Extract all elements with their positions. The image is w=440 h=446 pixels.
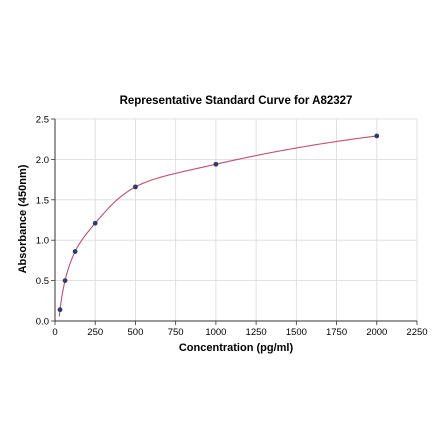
data-point [213, 161, 219, 167]
y-tick-label: 2.5 [36, 115, 49, 126]
fit-curve [58, 135, 377, 317]
y-tick-label: 1.5 [36, 195, 49, 206]
y-axis-label: Absorbance (450nm) [17, 164, 29, 273]
data-points-layer [57, 133, 380, 313]
axes [51, 118, 418, 325]
chart-title: Representative Standard Curve for A82327 [120, 95, 353, 107]
grid-lines [54, 118, 418, 322]
x-tick-label: 0 [52, 327, 57, 338]
data-point [57, 307, 63, 313]
y-tick-label: 0.0 [36, 317, 49, 328]
x-tick-label: 2000 [366, 327, 387, 338]
data-point [92, 220, 98, 226]
x-tick-label: 1000 [205, 327, 226, 338]
x-tick-label: 500 [128, 327, 144, 338]
x-tick-label: 1500 [286, 327, 307, 338]
x-tick-label: 750 [168, 327, 184, 338]
x-tick-label: 250 [87, 327, 103, 338]
x-tick-label: 1250 [246, 327, 267, 338]
data-point [374, 133, 380, 139]
x-tick-label: 1750 [326, 327, 347, 338]
data-point [72, 249, 78, 254]
x-tick-label: 2250 [406, 327, 427, 338]
y-tick-labels: 0.0 0.5 1.0 1.5 2.0 2.5 [36, 115, 49, 328]
y-tick-label: 1.0 [36, 236, 49, 247]
y-tick-label: 2.0 [36, 155, 49, 166]
data-point [133, 184, 138, 190]
fit-curve-layer [58, 135, 377, 317]
x-axis-label: Concentration (pg/ml) [179, 342, 294, 354]
data-point [62, 278, 68, 283]
y-tick-label: 0.5 [36, 276, 49, 287]
x-tick-labels: 0 250 500 750 1000 1250 1500 1750 2000 2250 [52, 327, 427, 338]
